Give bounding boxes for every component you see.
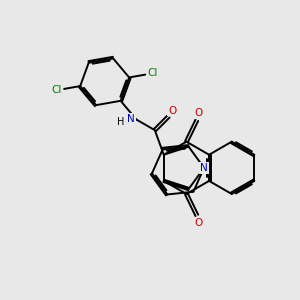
Text: N: N bbox=[127, 114, 135, 124]
Text: Cl: Cl bbox=[52, 85, 62, 95]
Text: O: O bbox=[168, 106, 176, 116]
Text: O: O bbox=[194, 108, 202, 118]
Text: H: H bbox=[117, 117, 124, 127]
Text: Cl: Cl bbox=[147, 68, 158, 78]
Text: O: O bbox=[194, 218, 202, 228]
Text: N: N bbox=[200, 163, 208, 173]
